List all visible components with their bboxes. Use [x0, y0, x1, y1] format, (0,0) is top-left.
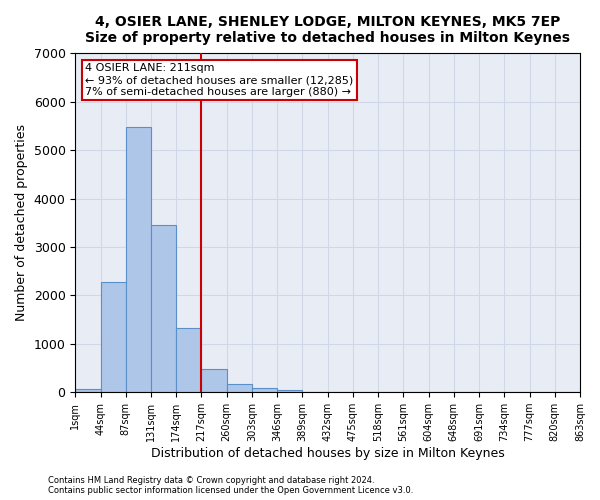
Bar — [126, 128, 151, 392]
Bar — [176, 328, 202, 392]
Y-axis label: Number of detached properties: Number of detached properties — [15, 124, 28, 322]
Bar — [277, 390, 302, 392]
Bar — [75, 388, 101, 392]
X-axis label: Distribution of detached houses by size in Milton Keynes: Distribution of detached houses by size … — [151, 447, 505, 460]
Bar — [227, 384, 252, 392]
Bar — [252, 388, 277, 392]
Text: 4 OSIER LANE: 211sqm
← 93% of detached houses are smaller (12,285)
7% of semi-de: 4 OSIER LANE: 211sqm ← 93% of detached h… — [85, 64, 353, 96]
Text: Contains HM Land Registry data © Crown copyright and database right 2024.
Contai: Contains HM Land Registry data © Crown c… — [48, 476, 413, 495]
Title: 4, OSIER LANE, SHENLEY LODGE, MILTON KEYNES, MK5 7EP
Size of property relative t: 4, OSIER LANE, SHENLEY LODGE, MILTON KEY… — [85, 15, 570, 45]
Bar — [151, 225, 176, 392]
Bar — [202, 369, 227, 392]
Bar — [101, 282, 126, 392]
